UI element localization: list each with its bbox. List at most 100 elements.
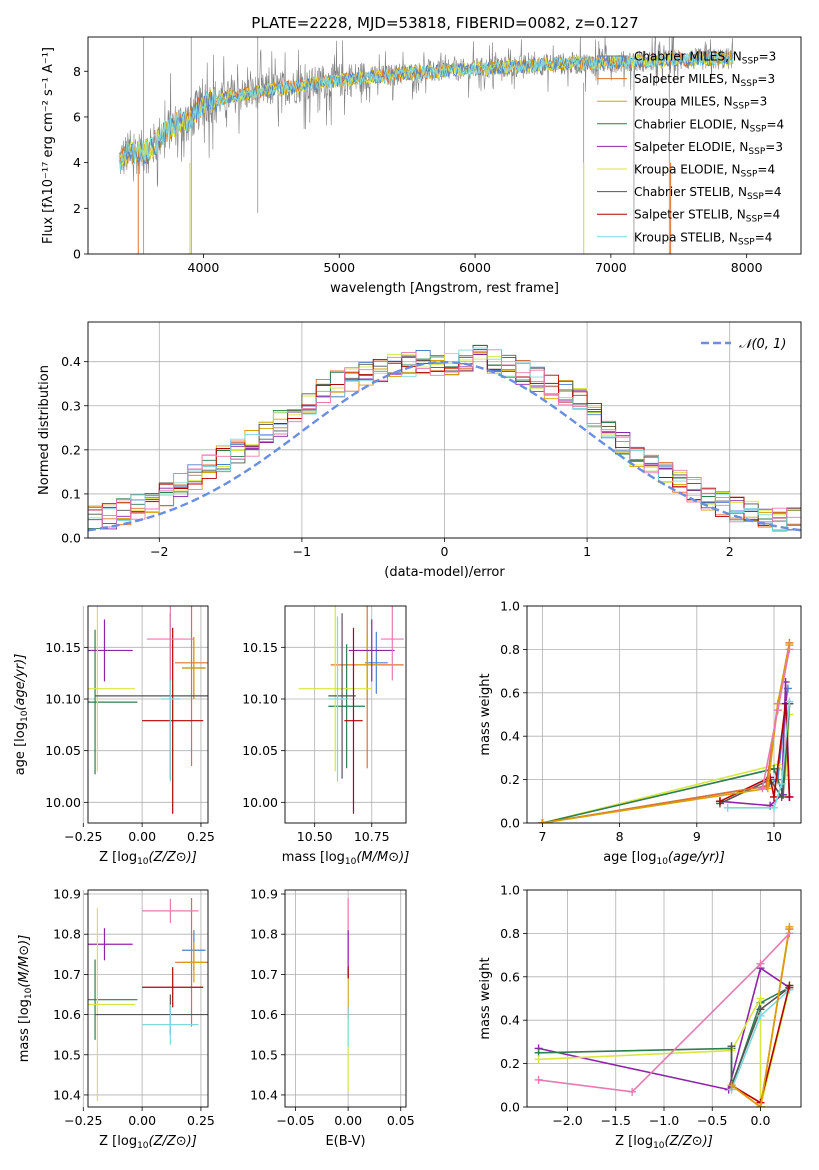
- x-tick-label: −0.05: [276, 1113, 314, 1128]
- points: [88, 606, 208, 814]
- mass-vs-ebv-panel: −0.05 0.00 0.05 10.4 10.5 10.6 10.7 10.8 10.9 E(B…: [250, 887, 415, 1149]
- x-axis-label: Z [log10(Z/Z⊙)]: [99, 850, 197, 867]
- residuals-legend: 𝒩(0, 1): [701, 337, 786, 352]
- x-tick-label: 6000: [459, 260, 491, 275]
- histogram-step-line: [88, 349, 801, 526]
- spectrum-curves: [118, 37, 734, 254]
- y-tick-label: 10.15: [45, 640, 81, 655]
- legend-label: Salpeter STELIB, NSSP=4: [634, 208, 780, 225]
- y-axis-label: mass [log10(M/M⊙)]: [17, 935, 34, 1063]
- weight-line: [538, 932, 790, 1093]
- y-tick-label: 0.6: [500, 685, 520, 700]
- axes-frame: [87, 36, 802, 255]
- series: [538, 638, 794, 823]
- axes-frame: [87, 889, 209, 1108]
- y-axis-label: age [log10(age/yr)]: [13, 654, 30, 776]
- age-vs-mass-panel: 10.50 10.75 10.00 10.05 10.10 10.15 mass [log1…: [242, 605, 409, 867]
- x-tick-label: 0.05: [387, 1113, 415, 1128]
- weight-line: [538, 966, 790, 1091]
- y-tick-label: 10.9: [250, 887, 278, 902]
- x-tick-label: 10: [766, 829, 782, 844]
- x-tick-label: −1: [293, 544, 311, 559]
- y-tick-label: 0.8: [500, 642, 520, 657]
- y-tick-label: 0.2: [500, 772, 520, 787]
- y-tick-label: 0.0: [500, 1100, 520, 1115]
- age-vs-metallicity-panel: −0.25 0.00 0.25 10.00 10.05 10.10 10.15 Z [log1…: [13, 605, 215, 867]
- y-tick-label: 0.1: [61, 486, 81, 501]
- y-tick-label: 10.15: [242, 640, 278, 655]
- x-tick-label: 8: [616, 829, 624, 844]
- weight-line: [542, 714, 791, 823]
- y-axis-label: Flux [fλ10⁻¹⁷ erg cm⁻² s⁻¹ A⁻¹]: [41, 47, 56, 244]
- histogram-step-line: [88, 353, 801, 523]
- y-tick-label: 10.10: [242, 692, 278, 707]
- y-tick-label: 0.4: [61, 354, 81, 369]
- legend-label: Salpeter ELODIE, NSSP=3: [634, 140, 783, 157]
- weight-line: [731, 926, 791, 1107]
- axes-frame: [284, 889, 407, 1108]
- x-tick-label: 0.25: [187, 829, 215, 844]
- points: [298, 606, 404, 814]
- y-axis-label: mass weight: [478, 673, 493, 755]
- y-tick-label: 10.00: [45, 795, 81, 810]
- y-tick-label: 10.8: [53, 927, 81, 942]
- legend-label: Chabrier STELIB, NSSP=4: [634, 185, 782, 202]
- x-tick-label: −0.25: [64, 829, 102, 844]
- y-tick-label: 0.0: [500, 816, 520, 831]
- mass-vs-metallicity-panel: −0.25 0.00 0.25 10.4 10.5 10.6 10.7 10.8 10.9 Z […: [17, 887, 215, 1151]
- x-tick-label: 5000: [323, 260, 355, 275]
- y-tick-label: 10.05: [242, 743, 278, 758]
- weight-line: [542, 644, 791, 823]
- x-tick-label: 0.25: [187, 1113, 215, 1128]
- x-tick-label: −0.5: [697, 1113, 727, 1128]
- y-tick-label: 1.0: [500, 599, 520, 614]
- x-tick-label: 0.00: [128, 829, 156, 844]
- y-tick-label: 4: [73, 155, 81, 170]
- histogram-step-line: [88, 347, 801, 533]
- x-axis-label: wavelength [Angstrom, rest frame]: [330, 281, 559, 296]
- axes-frame: [526, 889, 802, 1108]
- x-tick-label: 10.50: [297, 829, 333, 844]
- x-tick-label: 1: [583, 544, 591, 559]
- y-tick-label: 8: [73, 64, 81, 79]
- y-tick-label: 10.5: [250, 1047, 278, 1062]
- axes-frame: [87, 321, 802, 539]
- x-tick-label: −1.0: [649, 1113, 679, 1128]
- x-tick-label: 7000: [595, 260, 627, 275]
- x-tick-label: −2: [150, 544, 168, 559]
- y-tick-label: 10.5: [53, 1047, 81, 1062]
- legend-label: Chabrier ELODIE, NSSP=4: [634, 117, 784, 134]
- points: [88, 898, 208, 1101]
- y-tick-label: 10.6: [53, 1007, 81, 1022]
- histogram-step-line: [88, 349, 801, 530]
- y-tick-label: 0.2: [500, 1056, 520, 1071]
- x-tick-label: 10.75: [354, 829, 390, 844]
- x-tick-label: 0.00: [128, 1113, 156, 1128]
- y-tick-label: 0.4: [500, 1013, 520, 1028]
- legend-label: Kroupa MILES, NSSP=3: [634, 95, 767, 112]
- legend-label: 𝒩(0, 1): [739, 337, 786, 352]
- x-tick-label: 0: [441, 544, 449, 559]
- y-tick-label: 10.05: [45, 743, 81, 758]
- normal-curve-line: [88, 360, 801, 532]
- y-tick-label: 10.9: [53, 887, 81, 902]
- axes-frame: [87, 605, 209, 824]
- legend-label: Chabrier MILES, NSSP=3: [634, 50, 776, 67]
- x-tick-label: 2: [726, 544, 734, 559]
- x-tick-label: 4000: [188, 260, 220, 275]
- y-tick-label: 1.0: [500, 883, 520, 898]
- x-tick-label: 9: [693, 829, 701, 844]
- x-axis-label: Z [log10(Z/Z⊙)]: [615, 1134, 713, 1151]
- spectrum-panel: 4000 5000 6000 7000 8000 0 2 4 6 8 wavelength [Ang…: [41, 36, 802, 296]
- weight-line: [542, 642, 791, 823]
- weight-line: [542, 703, 791, 823]
- y-tick-label: 0.2: [61, 442, 81, 457]
- model-fit-line: [118, 51, 734, 171]
- x-tick-label: 8000: [731, 260, 763, 275]
- axes-frame: [526, 605, 802, 824]
- weight-line: [730, 986, 790, 1086]
- x-axis-label: E(B-V): [325, 1134, 365, 1149]
- y-tick-label: 0.4: [500, 729, 520, 744]
- y-tick-label: 0: [73, 247, 81, 262]
